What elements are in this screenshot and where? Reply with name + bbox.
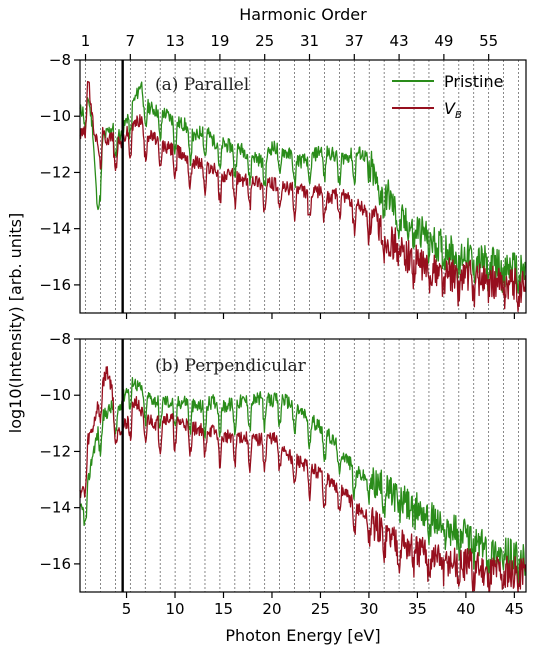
y-tick-label: −8	[49, 330, 71, 348]
panel-a-x-ticks	[125, 313, 515, 319]
legend: Pristine VB	[392, 72, 503, 121]
x-tick-label: 15	[214, 600, 233, 618]
y-tick-label: −10	[39, 107, 71, 125]
panel-a-series	[79, 80, 527, 312]
top-tick-label: 55	[479, 32, 498, 50]
panel-a-parallel: −8 −10 −12 −14 −16 (a) Parallel Pristine VB	[39, 51, 527, 319]
y-tick-label: −12	[39, 163, 71, 181]
panel-b-perpendicular: −8 −10 −12 −14 −16 5 10 15 20 25 30 35 40 45 (b) Per…	[39, 330, 527, 618]
x-tick-label: 35	[408, 600, 427, 618]
panel-b-y-ticks: −8 −10 −12 −14 −16	[39, 330, 80, 573]
series-line-vb	[79, 366, 527, 593]
y-tick-label: −12	[39, 442, 71, 460]
top-tick-label: 37	[345, 32, 364, 50]
x-tick-label: 40	[456, 600, 475, 618]
top-tick-label: 7	[126, 32, 136, 50]
panel-a-label: (a) Parallel	[155, 75, 249, 95]
x-tick-label: 20	[262, 600, 281, 618]
top-tick-label: 43	[390, 32, 409, 50]
series-line-pristine	[79, 81, 527, 294]
x-tick-label: 10	[165, 600, 184, 618]
panel-b-series	[79, 366, 527, 593]
y-axis-title-text: log10(Intensity) [arb. units]	[6, 213, 25, 434]
series-line-pristine	[79, 376, 527, 586]
top-tick-label: 31	[300, 32, 319, 50]
panel-b-x-ticks: 5 10 15 20 25 30 35 40 45	[122, 592, 524, 618]
legend-label-vb: VB	[444, 99, 462, 121]
legend-label-pristine: Pristine	[444, 72, 503, 91]
x-tick-label: 25	[311, 600, 330, 618]
y-tick-label: −16	[39, 276, 71, 294]
panel-b-label: (b) Perpendicular	[155, 356, 307, 376]
panel-b-frame	[79, 338, 527, 593]
x-axis-title: Photon Energy [eV]	[225, 626, 380, 645]
x-tick-label: 5	[122, 600, 132, 618]
y-tick-label: −14	[39, 220, 71, 238]
y-tick-label: −14	[39, 499, 71, 517]
top-tick-label: 19	[210, 32, 229, 50]
y-tick-label: −16	[39, 555, 71, 573]
y-tick-label: −8	[49, 51, 71, 69]
panel-a-y-ticks: −8 −10 −12 −14 −16	[39, 51, 80, 294]
top-tick-label: 25	[255, 32, 274, 50]
top-tick-label: 49	[434, 32, 453, 50]
y-tick-label: −10	[39, 386, 71, 404]
panel-a-frame	[79, 59, 527, 314]
series-line-vb	[79, 80, 527, 312]
x-tick-label: 45	[505, 600, 524, 618]
x-tick-label: 30	[359, 600, 378, 618]
top-harmonic-axis: 1 7 13 19 25 31 37 43 49 55	[81, 32, 498, 60]
top-tick-label: 1	[81, 32, 91, 50]
top-axis-title: Harmonic Order	[239, 5, 367, 24]
top-tick-label: 13	[166, 32, 185, 50]
y-axis-title: log10(Intensity) [arb. units]	[6, 213, 25, 434]
